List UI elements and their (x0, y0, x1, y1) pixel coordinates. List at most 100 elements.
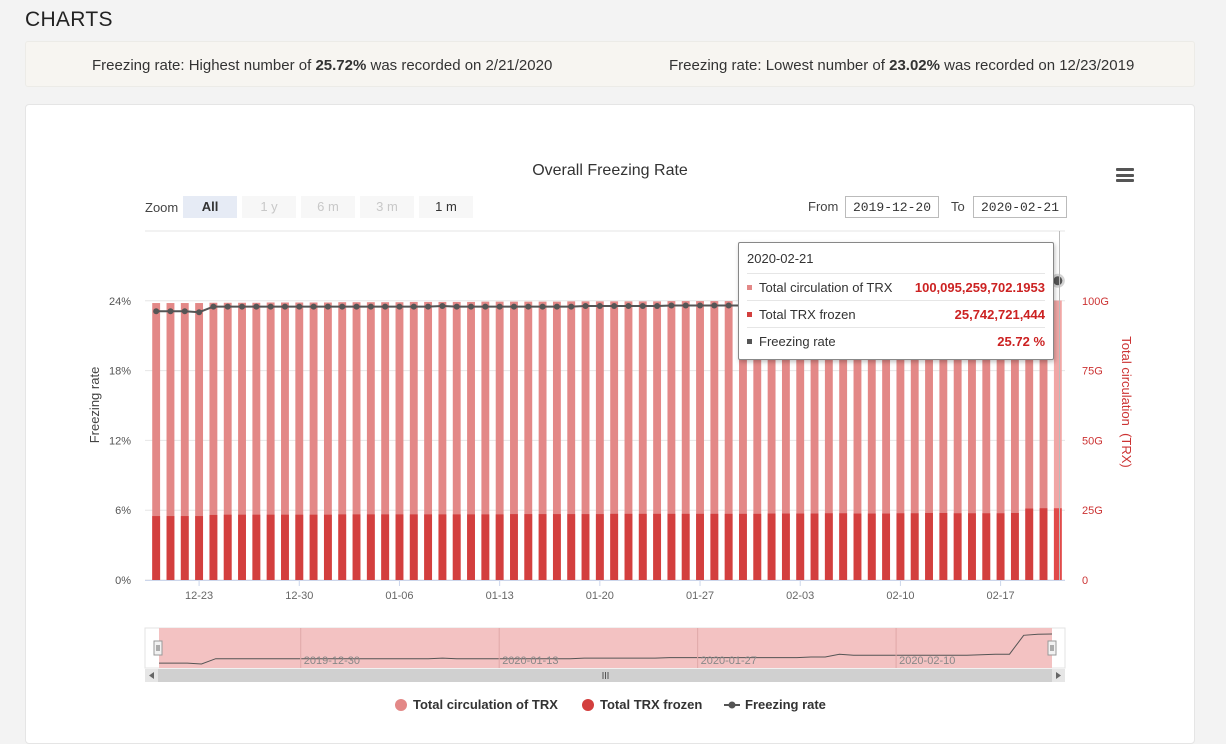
from-date-input[interactable]: 2019-12-20 (845, 196, 939, 218)
rate-point (353, 303, 360, 310)
frozen-bar (1039, 508, 1048, 580)
to-date-input[interactable]: 2020-02-21 (973, 196, 1067, 218)
navigator-label: 2020-02-10 (899, 655, 955, 667)
navigator-selection[interactable] (159, 628, 1052, 668)
rate-point (568, 303, 575, 310)
circulation-bar (180, 303, 189, 580)
frozen-bar (753, 513, 762, 580)
rate-point (596, 303, 603, 310)
legend-circulation[interactable]: Total circulation of TRX (413, 697, 558, 712)
rate-point (654, 303, 661, 310)
zoom-1m-button[interactable]: 1 m (419, 196, 473, 218)
circulation-bar (824, 300, 833, 580)
frozen-bar (323, 514, 332, 580)
zoom-label: Zoom (145, 200, 178, 215)
tooltip-rate-swatch (747, 339, 752, 344)
legend-rate[interactable]: Freezing rate (745, 697, 826, 712)
frozen-bar (552, 514, 561, 580)
frozen-bar (824, 513, 833, 580)
page-title: CHARTS (25, 8, 113, 31)
rate-point (682, 302, 689, 309)
circulation-bar (610, 301, 619, 580)
left-y-axis: 0% 6% 12% 18% 24% (109, 296, 131, 587)
navigator-left-handle[interactable] (153, 640, 163, 656)
rate-point (425, 303, 432, 310)
legend-frozen-marker (582, 699, 594, 711)
x-axis: 12-23 12-30 01-06 01-13 01-20 01-27 02-03 02-10… (145, 580, 1065, 602)
frozen-bar (481, 514, 490, 580)
frozen-bar (595, 514, 604, 580)
frozen-bar (968, 513, 976, 580)
rate-point (281, 303, 288, 310)
circulation-bar (796, 300, 805, 580)
circulation-bar (781, 301, 790, 580)
circulation-bar (667, 301, 676, 580)
frozen-bar (252, 514, 261, 580)
navigator-right-handle[interactable] (1047, 640, 1057, 656)
rate-point (482, 303, 489, 310)
circulation-bar (624, 301, 633, 580)
frozen-bar (223, 514, 232, 580)
highest-rate-text: Freezing rate: Highest number of 25.72% … (92, 57, 552, 74)
x-tick-label: 12-30 (285, 590, 313, 602)
legend-frozen[interactable]: Total TRX frozen (600, 697, 703, 712)
circulation-bar (452, 301, 461, 580)
frozen-bar (209, 514, 218, 580)
zoom-1y-button[interactable]: 1 y (242, 196, 296, 218)
circulation-bar (238, 302, 246, 580)
rate-point (339, 303, 346, 310)
frozen-bar (925, 512, 933, 580)
legend-rate-marker (724, 701, 740, 709)
frozen-bar (195, 516, 204, 580)
frozen-bar (180, 516, 189, 580)
tooltip-row-circulation: Total circulation of TRX 100,095,259,702… (747, 273, 1045, 300)
frozen-bar (739, 513, 747, 580)
circulation-bar (896, 300, 905, 580)
navigator[interactable]: 2019-12-30 2020-01-13 2020-01-27 2020-02-10 (144, 627, 1066, 669)
circulation-bar (925, 300, 933, 580)
scrollbar-right-arrow[interactable] (1052, 669, 1065, 682)
circulation-bar (552, 301, 561, 580)
zoom-6m-button[interactable]: 6 m (301, 196, 355, 218)
x-tick-label: 01-27 (686, 590, 714, 602)
circulation-bar (1010, 300, 1019, 580)
chart-menu-icon[interactable] (1116, 168, 1134, 182)
circulation-bar (739, 301, 747, 580)
rate-point (582, 303, 589, 310)
navigator-scrollbar[interactable] (145, 669, 1065, 682)
scrollbar-left-arrow[interactable] (145, 669, 158, 682)
rate-point (267, 303, 274, 310)
zoom-all-button[interactable]: All (183, 196, 237, 218)
lowest-prefix: Freezing rate: Lowest number of (669, 57, 890, 74)
frozen-bar (510, 514, 518, 580)
frozen-bar (796, 513, 805, 580)
rate-point (453, 303, 460, 310)
frozen-bar (1010, 512, 1019, 580)
circulation-bar (538, 301, 547, 580)
frozen-bar (882, 513, 891, 580)
rate-point (468, 303, 475, 310)
circulation-bar (438, 301, 447, 580)
circulation-bar (638, 301, 647, 580)
circulation-bar (281, 302, 289, 580)
circulation-bar (767, 301, 776, 580)
highest-value: 25.72% (315, 57, 367, 74)
circulation-bar (910, 300, 919, 580)
frozen-bar (452, 514, 461, 580)
zoom-3m-button[interactable]: 3 m (360, 196, 414, 218)
y-tick-label: 6% (115, 505, 131, 517)
frozen-bar (867, 513, 876, 580)
navigator-label: 2020-01-27 (701, 655, 757, 667)
frozen-bar (1053, 508, 1062, 580)
tooltip-circulation-name: Total circulation of TRX (759, 280, 893, 295)
circulation-bar (495, 301, 504, 580)
right-axis-title: Total circulation (TRX) (1119, 336, 1134, 467)
frozen-bar (982, 513, 991, 580)
circulation-bar (882, 300, 891, 580)
rate-point (296, 303, 303, 310)
frozen-bar (996, 513, 1005, 580)
frozen-bar (667, 513, 676, 580)
frozen-bar (438, 514, 447, 580)
rate-point (439, 303, 446, 310)
circulation-bar (1039, 300, 1048, 580)
